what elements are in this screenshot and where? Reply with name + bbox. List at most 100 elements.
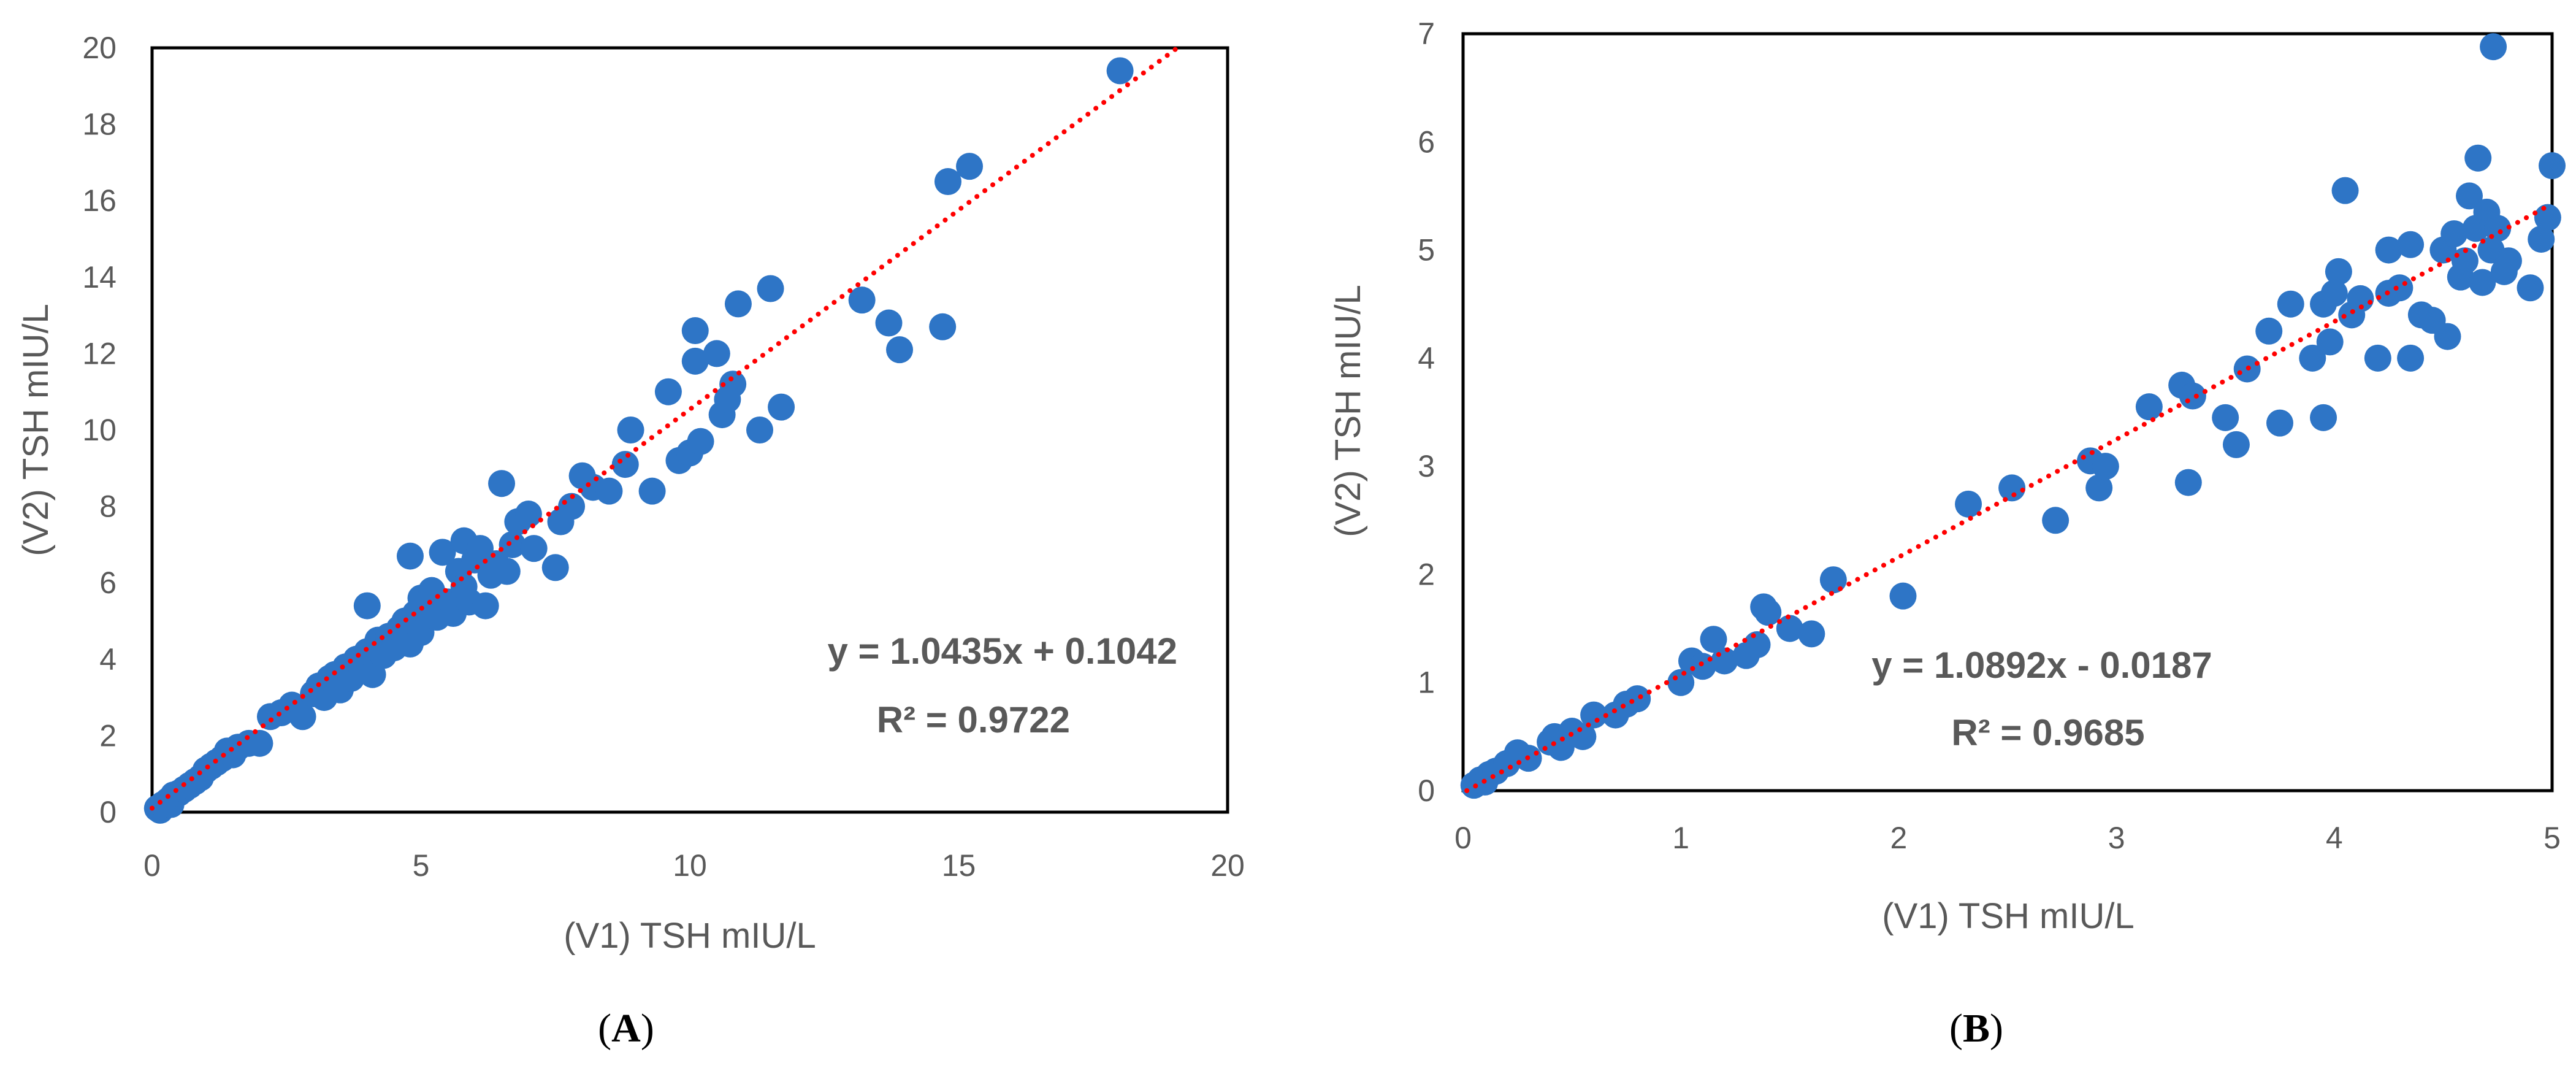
chart-b-data-point (2320, 280, 2348, 307)
chart-b-data-point (2375, 236, 2402, 264)
chart-b-data-point (2480, 33, 2507, 61)
chart-a-data-point (757, 275, 784, 302)
chart-b-data-point (1743, 631, 1771, 659)
chart-b-data-point (1776, 615, 1803, 642)
chart-b-data-point (2316, 328, 2344, 356)
chart-b-data-point (2456, 182, 2483, 210)
chart-b-x-tick-label: 0 (1454, 821, 1472, 855)
chart-a-data-point (746, 416, 774, 443)
chart-a-y-tick-label: 18 (82, 107, 117, 142)
chart-b-data-point (2494, 247, 2522, 275)
chart-a-data-point (541, 554, 569, 582)
chart-a-y-tick-label: 12 (82, 336, 117, 370)
chart-b-x-tick-label: 3 (2108, 821, 2125, 855)
chart-a-data-point (956, 153, 984, 180)
chart-b-y-tick-label: 1 (1418, 666, 1435, 700)
chart-b-data-point (1819, 566, 1847, 594)
chart-a-y-tick-labels: 0 2 4 6 8 10 12 14 16 18 20 (82, 31, 117, 829)
chart-b-data-point (2528, 225, 2555, 253)
chart-b-data-point (1955, 490, 1982, 518)
chart-a-data-point (638, 477, 666, 505)
chart-b-data-point (2331, 177, 2359, 204)
chart-b-data-point (1700, 626, 1727, 653)
chart-b-data-point (2397, 344, 2425, 372)
chart-b-x-tick-label: 2 (1890, 821, 1907, 855)
chart-a-x-tick-label: 15 (942, 848, 976, 883)
chart-a-data-point (703, 340, 730, 367)
chart-a-data-point (848, 286, 876, 314)
chart-a-y-tick-label: 14 (82, 260, 117, 294)
chart-a-data-point (681, 317, 709, 345)
chart-a-data-point (558, 493, 586, 520)
chart-b-data-point (2434, 323, 2461, 350)
chart-a-x-tick-labels: 0 5 10 15 20 (143, 848, 1245, 883)
chart-b-data-point (2174, 469, 2202, 496)
chart-b-data-point (2092, 453, 2119, 480)
chart-a-data-point (768, 393, 795, 421)
chart-a-data-point (429, 539, 456, 566)
chart-b-data-point (2517, 274, 2544, 302)
chart-b-y-tick-labels: 0 1 2 3 4 5 6 7 (1418, 17, 1435, 808)
chart-b-x-tick-label: 4 (2326, 821, 2343, 855)
chart-b-data-point (2397, 231, 2425, 258)
chart-a-x-tick-label: 20 (1210, 848, 1245, 883)
chart-b-data-point (2085, 474, 2113, 502)
chart-b-data-point (1754, 599, 1782, 626)
chart-a-r-squared: R² = 0.9722 (877, 699, 1070, 740)
chart-a-y-tick-label: 20 (82, 31, 117, 65)
chart-a-x-tick-label: 0 (143, 848, 161, 883)
chart-b-data-point (2325, 258, 2352, 285)
chart-b-trendline (1464, 201, 2555, 793)
chart-b-data-point (1624, 685, 1651, 713)
chart-a-equation: y = 1.0435x + 0.1042 (827, 631, 1177, 672)
chart-a-data-point (520, 535, 548, 562)
chart-a-data-point (681, 347, 709, 375)
chart-a-data-point (353, 592, 381, 620)
chart-b-y-tick-label: 4 (1418, 341, 1435, 375)
chart-b-y-axis-title: (V2) TSH mIU/L (1328, 285, 1368, 537)
chart-b-data-point (2386, 274, 2414, 302)
chart-a-y-axis-title: (V2) TSH mIU/L (16, 304, 56, 556)
chart-a-y-tick-label: 16 (82, 183, 117, 218)
chart-b-data-point (2042, 507, 2070, 534)
chart-a-data-point (396, 542, 424, 570)
chart-b-data-point (2440, 220, 2468, 248)
chart-a-data-point (493, 558, 521, 585)
chart-b-data-point (2135, 393, 2163, 421)
chart-a-data-point (617, 416, 644, 443)
chart-a-data-point (246, 729, 273, 757)
chart-a: 0 2 4 6 8 10 12 14 16 18 20 0 5 10 15 20 y = 1.0435x +… (16, 31, 1245, 1051)
chart-b-data-point (2539, 152, 2566, 180)
chart-b-y-tick-label: 5 (1418, 233, 1435, 267)
chart-a-y-tick-label: 6 (99, 566, 117, 600)
chart-a-y-tick-label: 10 (82, 413, 117, 447)
chart-a-data-point (1106, 57, 1134, 85)
chart-b-y-tick-label: 0 (1418, 774, 1435, 808)
chart-b: 0 1 2 3 4 5 6 7 0 1 2 3 4 5 y = 1.0892x - 0.0187 R² … (1328, 17, 2566, 1051)
chart-a-data-point (687, 428, 714, 455)
chart-a-data-point (654, 378, 682, 405)
chart-a-y-tick-label: 2 (99, 718, 117, 753)
chart-b-data-point (2347, 285, 2374, 312)
chart-a-x-tick-label: 5 (413, 848, 430, 883)
chart-b-data-point (1998, 474, 2026, 502)
chart-b-data-point (2310, 404, 2337, 431)
chart-b-data-point (2222, 431, 2250, 458)
chart-a-data-point (514, 501, 542, 528)
chart-b-data-point (2266, 409, 2293, 437)
chart-b-data-point (2179, 382, 2206, 410)
chart-b-data-point (1580, 701, 1608, 729)
chart-b-data-point (2277, 290, 2304, 318)
chart-b-x-tick-label: 1 (1672, 821, 1689, 855)
chart-a-data-point (875, 309, 903, 337)
chart-b-x-tick-labels: 0 1 2 3 4 5 (1454, 821, 2561, 855)
chart-a-data-point (611, 451, 639, 478)
chart-b-data-point (2469, 269, 2496, 296)
chart-b-y-tick-label: 7 (1418, 17, 1435, 51)
chart-b-plot-frame (1461, 32, 2554, 793)
chart-a-data-point (289, 703, 316, 731)
chart-b-data-point (1798, 620, 1825, 648)
chart-a-data-point (488, 470, 516, 497)
chart-b-data-point (1569, 723, 1597, 750)
